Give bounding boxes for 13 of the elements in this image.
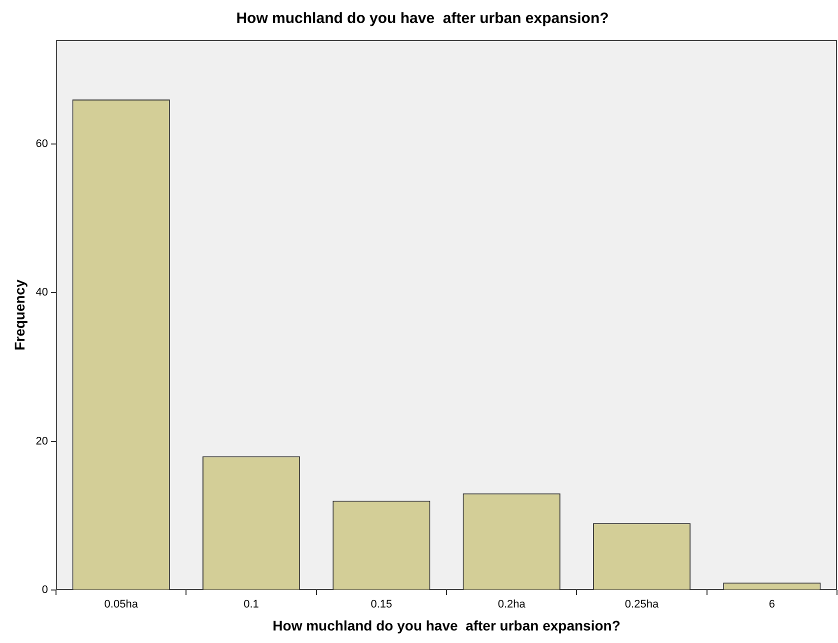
y-axis-title: Frequency [11,279,28,350]
x-axis-title: How muchland do you have after urban expansion? [272,617,620,634]
x-tick-label: 0.2ha [498,598,526,611]
y-tick-label: 40 [36,286,48,299]
y-tick-label: 20 [36,435,48,448]
x-tick-label: 6 [768,598,775,611]
chart-title: How muchland do you have after urban expansion? [236,10,609,28]
x-tick-label: 0.15 [370,598,392,611]
x-tick-label: 0.05ha [104,598,139,611]
y-tick-label: 60 [36,138,48,150]
x-tick-label: 0.25ha [624,598,660,611]
x-tick-label: 0.1 [244,598,259,611]
y-tick-label: 0 [42,584,48,596]
